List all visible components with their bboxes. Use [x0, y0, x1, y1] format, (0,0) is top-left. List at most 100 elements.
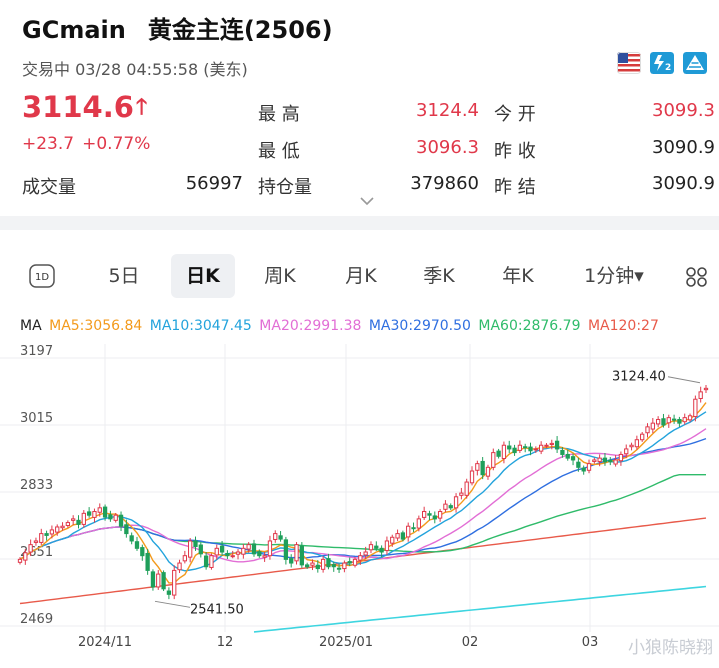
tab-quarterly-k[interactable]: 季K: [423, 265, 455, 287]
volume-label: 成交量: [22, 177, 76, 198]
candle-down: [150, 571, 156, 588]
candle-down: [145, 552, 150, 571]
high-label: 最 高: [258, 104, 300, 125]
candle-down: [554, 440, 560, 450]
candle-up: [17, 558, 23, 563]
high-value: 3124.4: [416, 100, 479, 121]
prev-close-value: 3090.9: [652, 137, 715, 158]
candle-down: [602, 457, 608, 463]
open-label: 今 开: [494, 104, 536, 125]
svg-text:2: 2: [665, 63, 671, 73]
candle-up: [235, 551, 241, 555]
tab-1min-dropdown[interactable]: 1分钟▾: [584, 265, 644, 287]
candle-up: [549, 442, 554, 446]
candle-down: [576, 461, 581, 468]
candle-up: [666, 417, 671, 424]
candle-up: [406, 525, 411, 538]
candle-down: [283, 539, 289, 560]
grid-layout-icon[interactable]: [685, 266, 709, 288]
moving-average-legend: MA MA5:3056.84 MA10:3047.45 MA20:2991.38…: [20, 318, 662, 334]
chevron-down-icon[interactable]: [359, 196, 375, 206]
candle-up: [469, 470, 475, 484]
candle-up: [182, 555, 188, 562]
volume-value: 56997: [185, 173, 243, 194]
candle-down: [581, 467, 586, 472]
candle-down: [166, 590, 172, 595]
candlestick-chart[interactable]: 3197 3015 2833 2651 2469 2024/11 12 2025/01 02 03…: [0, 344, 719, 668]
y-tick-label: 3015: [20, 411, 53, 426]
candle-up: [390, 536, 395, 544]
y-tick-label: 2833: [20, 478, 53, 493]
ma20-value: MA20:2991.38: [259, 318, 362, 334]
candle-down: [347, 561, 352, 564]
candle-down: [374, 545, 379, 549]
candle-down: [76, 519, 81, 525]
tab-daily-k[interactable]: 日K: [171, 254, 235, 298]
x-tick-label: 2024/11: [78, 635, 132, 650]
candle-up: [97, 507, 102, 513]
candle-down: [496, 450, 501, 457]
candle-up: [475, 463, 480, 471]
candle-down: [134, 541, 140, 549]
low-label: 最 低: [258, 141, 300, 162]
candle-down: [203, 555, 209, 568]
candle-down: [102, 506, 108, 518]
candle-up: [113, 514, 118, 521]
tab-5day[interactable]: 5日: [108, 265, 140, 287]
candle-down: [299, 545, 304, 566]
x-tick-label: 02: [462, 635, 479, 650]
candle-down: [289, 558, 294, 564]
open-interest-label: 持仓量: [258, 177, 312, 198]
candle-down: [480, 460, 485, 476]
candle-up: [682, 417, 687, 423]
candle-up: [624, 448, 629, 455]
candle-up: [273, 533, 278, 540]
ma120-value: MA120:27: [587, 318, 659, 334]
tab-yearly-k[interactable]: 年K: [502, 265, 534, 287]
candle-down: [677, 418, 682, 424]
candle-down: [427, 513, 432, 516]
candle-up: [416, 518, 421, 529]
1d-toggle-icon[interactable]: 1D: [29, 264, 55, 288]
candle-up: [395, 533, 400, 539]
candle-down: [411, 527, 416, 530]
candle-up: [698, 391, 703, 399]
tab-weekly-k[interactable]: 周K: [264, 265, 296, 287]
candle-down: [118, 514, 124, 527]
ma5-value: MA5:3056.84: [49, 318, 143, 334]
candle-down: [560, 449, 565, 455]
low-value: 3096.3: [416, 137, 479, 158]
candle-up: [485, 466, 491, 477]
candle-down: [565, 453, 570, 459]
candle-up: [358, 555, 363, 561]
candle-up: [655, 418, 661, 425]
candle-up: [241, 547, 246, 555]
low-annotation: 2541.50: [190, 602, 244, 617]
candle-up: [640, 433, 645, 441]
candle-down: [161, 572, 166, 590]
candle-up: [464, 481, 469, 496]
candle-up: [230, 555, 235, 558]
pyramid-chart-icon[interactable]: [683, 52, 707, 74]
last-price: 3114.6🡑: [22, 90, 148, 124]
y-tick-label: 2469: [20, 612, 53, 627]
candle-up: [703, 387, 709, 391]
candle-up: [618, 453, 624, 462]
candle-up: [172, 569, 177, 596]
candle-up: [294, 544, 299, 562]
prev-settle-value: 3090.9: [652, 173, 715, 194]
y-tick-label: 2651: [20, 545, 53, 560]
candle-up: [363, 551, 368, 556]
us-flag-icon[interactable]: [617, 52, 641, 74]
tab-monthly-k[interactable]: 月K: [345, 265, 377, 287]
candle-up: [49, 529, 55, 535]
level2-icon[interactable]: 2: [650, 52, 674, 74]
candle-up: [453, 496, 459, 509]
candle-up: [65, 522, 71, 527]
ma5-line: [19, 402, 707, 584]
symbol-code: GCmain: [22, 16, 126, 44]
watermark-text: 小狼陈晓翔: [628, 638, 713, 658]
candle-up: [629, 444, 634, 448]
section-divider: [0, 216, 719, 230]
candle-up: [71, 518, 76, 521]
